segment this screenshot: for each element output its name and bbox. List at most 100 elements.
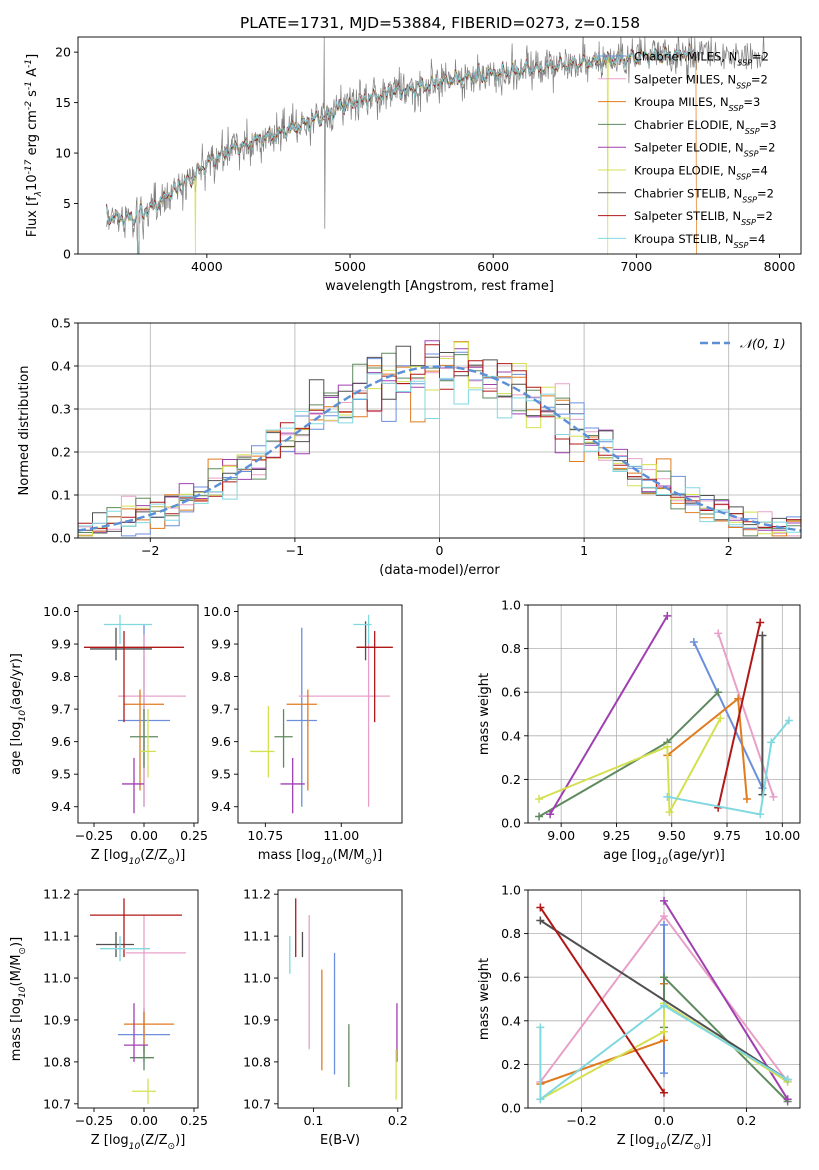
y-tick-label: 9.7 xyxy=(211,702,231,717)
x-tick-label: 9.00 xyxy=(547,828,575,843)
plot-area-spectrum xyxy=(106,37,766,254)
y-axis-label: mass weight xyxy=(477,673,492,755)
x-tick-label: 0.00 xyxy=(130,1113,158,1128)
series-line xyxy=(717,632,775,798)
errorbar-kroupa-miles xyxy=(286,689,317,791)
histogram-line xyxy=(78,373,801,538)
series-kroupa-elodie xyxy=(535,714,725,817)
errorbar-salpeter-elodie xyxy=(280,757,305,814)
y-tick-label: 10 xyxy=(55,146,71,161)
x-tick-label: 8000 xyxy=(764,259,796,274)
data-point xyxy=(714,629,723,638)
errorbar-salpeter-miles xyxy=(298,637,390,807)
x-tick-label: 0.25 xyxy=(180,828,208,843)
series-salpeter-stelib xyxy=(536,903,668,1097)
axes-mass-vs-Z: −0.25 0.00 0.25 10.7 10.8 10.9 11.0 11.1 11.2 Z [… xyxy=(9,887,208,1152)
legend-label: Chabrier ELODIE, NSSP=3 xyxy=(634,118,777,136)
x-tick-label: 11.00 xyxy=(323,828,359,843)
series-line xyxy=(539,919,789,1081)
series-kroupa-stelib xyxy=(536,1001,792,1104)
errorbar-salpeter-stelib xyxy=(356,631,393,723)
y-axis-label: Flux [fλ10-17 erg cm-2 s-1 A-1] xyxy=(24,54,44,237)
errorbar-chabrier-stelib xyxy=(356,621,375,661)
legend-label: Kroupa STELIB, NSSP=4 xyxy=(634,232,765,250)
data-point xyxy=(784,716,793,725)
x-tick-label: 0.1 xyxy=(303,1113,323,1128)
y-tick-label: 9.6 xyxy=(51,734,71,749)
y-tick-label: 0.4 xyxy=(501,1013,521,1028)
data-point xyxy=(536,916,545,925)
data-point xyxy=(660,1036,668,1045)
errorbar-chabrier-elodie xyxy=(130,709,158,768)
frame-weight-vs-age: 9.00 9.25 9.50 9.75 10.00 0.0 0.2 0.4 0.6 0.8 1.0 a… xyxy=(477,598,801,867)
frame-age-vs-mass: 10.75 11.00 9.4 9.5 9.6 9.7 9.8 9.9 10.0 mass [lo… xyxy=(203,604,403,867)
series-kroupa-miles xyxy=(536,979,668,1089)
x-tick-label: 0.25 xyxy=(180,1113,208,1128)
axes-residuals: −2 −1 0 1 2 0.0 0.1 0.2 0.3 0.4 0.5 (data-model)/er… xyxy=(17,316,802,578)
data-point xyxy=(769,792,778,801)
axes-frame xyxy=(277,889,403,1109)
y-tick-label: 9.5 xyxy=(211,767,231,782)
x-tick-label: 9.50 xyxy=(658,828,686,843)
frame-weight-vs-Z: −0.2 0.0 0.2 0.0 0.2 0.4 0.6 0.8 1.0 Z [log10(Z/Z… xyxy=(477,883,801,1152)
y-tick-label: 9.5 xyxy=(51,767,71,782)
y-tick-label: 0.6 xyxy=(501,970,521,985)
y-tick-label: 0.2 xyxy=(51,445,71,460)
series-kroupa-stelib xyxy=(663,716,793,819)
y-tick-label: 1.0 xyxy=(501,598,521,613)
x-axis-label: age [log10(age/yr)] xyxy=(603,848,725,867)
frame-mass-vs-ebv: 0.1 0.2 10.7 10.8 10.9 11.0 11.1 11.2 E(B-V) xyxy=(243,887,408,1148)
y-tick-label: 0.2 xyxy=(501,1057,521,1072)
errorbar-chabrier-stelib xyxy=(96,931,134,958)
data-point xyxy=(756,810,765,819)
plot-area-age-vs-mass xyxy=(250,614,393,814)
gaussian-curve xyxy=(78,365,801,532)
data-point xyxy=(660,1088,668,1097)
x-tick-label: 9.25 xyxy=(603,828,631,843)
data-point xyxy=(660,920,668,929)
data-point xyxy=(660,896,668,905)
series-line xyxy=(549,615,669,815)
data-point xyxy=(783,1095,792,1104)
frame-mass-vs-Z: −0.25 0.00 0.25 10.7 10.8 10.9 11.0 11.1 11.2 Z [… xyxy=(9,887,208,1152)
series-line xyxy=(539,906,665,1094)
y-tick-label: 0.8 xyxy=(501,641,521,656)
series-line xyxy=(692,641,764,789)
x-tick-label: 7000 xyxy=(620,259,652,274)
x-axis-label: Z [log10(Z/Z⊙)] xyxy=(617,1133,712,1152)
series-salpeter-miles xyxy=(714,629,778,801)
y-tick-label: 10.0 xyxy=(43,604,71,619)
y-tick-label: 0.0 xyxy=(501,1101,521,1116)
data-point xyxy=(756,618,765,627)
axes-age-vs-mass: 10.75 11.00 9.4 9.5 9.6 9.7 9.8 9.9 10.0 mass [lo… xyxy=(203,604,403,867)
axes-frame xyxy=(77,604,199,824)
axes-weight-vs-age: 9.00 9.25 9.50 9.75 10.00 0.0 0.2 0.4 0.6 0.8 1.0 a… xyxy=(477,598,801,867)
series-line xyxy=(539,1004,789,1102)
data-point xyxy=(663,742,672,751)
grid-weight-vs-age xyxy=(528,604,800,824)
x-tick-label: 10.75 xyxy=(247,828,283,843)
errorbar-kroupa-elodie xyxy=(140,709,156,778)
data-point xyxy=(742,795,751,804)
plot-area-residuals xyxy=(78,340,801,538)
x-tick-label: 0.00 xyxy=(130,828,158,843)
data-point xyxy=(663,611,672,620)
errorbar-kroupa-miles xyxy=(124,1011,174,1054)
y-tick-label: 0 xyxy=(63,247,71,262)
series-chabrier-elodie xyxy=(535,688,723,821)
data-point xyxy=(663,792,672,801)
y-tick-label: 0.3 xyxy=(51,402,71,417)
legend-label: Salpeter STELIB, NSSP=2 xyxy=(634,209,773,227)
y-tick-label: 0.4 xyxy=(501,728,521,743)
series-line xyxy=(538,717,722,816)
y-tick-label: 0.4 xyxy=(51,359,71,374)
y-tick-label: 0.6 xyxy=(501,685,521,700)
x-axis-label: Z [log10(Z/Z⊙)] xyxy=(91,848,186,867)
legend-label: Salpeter ELODIE, NSSP=2 xyxy=(634,141,775,159)
x-tick-label: 0 xyxy=(436,543,444,558)
data-point xyxy=(767,738,776,747)
y-tick-label: 10.9 xyxy=(43,1012,71,1027)
x-tick-label: −0.2 xyxy=(566,1113,596,1128)
y-tick-label: 11.2 xyxy=(243,887,271,902)
